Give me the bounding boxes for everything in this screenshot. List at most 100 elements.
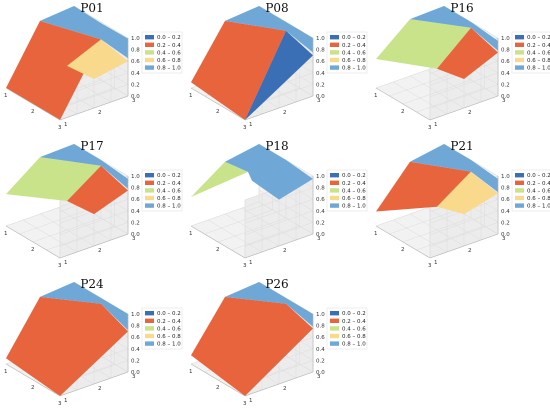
- x-tick-label: 1: [189, 93, 193, 99]
- legend-label: 0.0 – 0.2: [157, 35, 181, 41]
- y-tick-label: 3: [317, 98, 321, 104]
- z-tick-label: 0.0: [501, 94, 510, 100]
- surface-region: [67, 165, 128, 215]
- legend-swatch: [145, 173, 154, 178]
- legend-label: 0.4 – 0.6: [157, 50, 181, 56]
- z-tick-label: 0.4: [131, 71, 140, 77]
- y-tick-label: 1: [434, 122, 438, 128]
- z-tick-label: 0.0: [501, 232, 510, 238]
- z-tick-label: 0.4: [316, 347, 325, 353]
- legend-swatch: [330, 318, 339, 323]
- z-tick-label: 0.4: [316, 209, 325, 215]
- surface-region: [437, 27, 498, 79]
- legend-swatch: [145, 50, 154, 55]
- legend: 0.0 – 0.2 0.2 – 0.40.4 – 0.6 0.6 – 0.8 0.8 …: [326, 31, 368, 74]
- z-tick-label: 0.8: [501, 186, 510, 192]
- x-tick-label: 2: [31, 385, 35, 391]
- x-tick-label: 3: [58, 125, 62, 131]
- z-tick-label: 0.4: [316, 71, 325, 77]
- x-axis-line: [5, 225, 61, 259]
- legend-swatch: [515, 35, 524, 40]
- legend-label: 0.0 – 0.2: [342, 35, 366, 41]
- z-tick-label: 0.2: [316, 82, 325, 88]
- surface-region: [376, 161, 471, 212]
- legend-swatch: [330, 203, 339, 208]
- legend-label: 0.8 – 1.0: [157, 66, 181, 72]
- z-tick-label: 1.0: [501, 36, 510, 42]
- x-tick-label: 1: [374, 231, 378, 237]
- x-tick-label: 2: [401, 109, 405, 115]
- legend-label: 0.2 – 0.4: [157, 319, 181, 325]
- z-tick-label: 0.6: [131, 197, 140, 203]
- x-axis-line: [190, 363, 246, 397]
- x-tick-label: 3: [58, 263, 62, 269]
- legend-label: 0.6 – 0.8: [157, 196, 181, 202]
- legend-label: 0.0 – 0.2: [157, 173, 181, 179]
- z-tick-label: 0.8: [131, 48, 140, 54]
- legend: 0.0 – 0.2 0.2 – 0.40.4 – 0.6 0.6 – 0.8 0.8 …: [141, 31, 183, 74]
- x-tick-label: 3: [428, 125, 432, 131]
- y-tick-label: 2: [98, 386, 102, 392]
- z-tick-label: 0.8: [131, 186, 140, 192]
- legend-label: 0.8 – 1.0: [527, 66, 550, 72]
- y-tick-label: 1: [434, 260, 438, 266]
- z-tick-label: 0.0: [316, 370, 325, 376]
- x-axis-line: [375, 87, 431, 121]
- legend: 0.0 – 0.2 0.2 – 0.40.4 – 0.6 0.6 – 0.8 0.8 …: [511, 169, 550, 212]
- panel-title: P08: [265, 1, 288, 15]
- z-tick-label: 0.0: [316, 232, 325, 238]
- x-axis-line: [190, 87, 246, 121]
- y-tick-label: 2: [468, 110, 472, 116]
- legend-swatch: [330, 57, 339, 63]
- surface-region: [437, 171, 498, 215]
- legend-label: 0.0 – 0.2: [527, 173, 550, 179]
- x-tick-label: 1: [189, 369, 193, 375]
- legend-swatch: [515, 188, 524, 193]
- legend-label: 0.8 – 1.0: [342, 66, 366, 72]
- legend-swatch: [330, 180, 339, 185]
- surface-region: [191, 161, 248, 197]
- x-tick-label: 2: [401, 247, 405, 253]
- x-tick-label: 3: [58, 401, 62, 407]
- x-tick-label: 1: [374, 93, 378, 99]
- surface-region: [6, 20, 101, 120]
- legend: 0.0 – 0.2 0.2 – 0.40.4 – 0.6 0.6 – 0.8 0.8 …: [511, 31, 550, 74]
- y-axis-line: [429, 233, 499, 259]
- y-tick-label: 2: [283, 110, 287, 116]
- z-tick-label: 0.2: [501, 82, 510, 88]
- z-tick-label: 0.2: [501, 220, 510, 226]
- legend-label: 0.8 – 1.0: [342, 204, 366, 210]
- z-tick-label: 1.0: [131, 312, 140, 318]
- surface-region: [40, 144, 128, 189]
- z-tick-label: 0.2: [316, 220, 325, 226]
- legend-swatch: [515, 42, 524, 47]
- x-tick-label: 3: [243, 263, 247, 269]
- surface-region: [376, 19, 471, 69]
- z-tick-label: 0.2: [316, 358, 325, 364]
- z-tick-label: 0.2: [131, 358, 140, 364]
- legend-label: 0.4 – 0.6: [527, 188, 550, 194]
- panel-title: P24: [80, 277, 104, 291]
- z-tick-label: 0.0: [131, 370, 140, 376]
- y-tick-label: 1: [249, 122, 253, 128]
- legend-swatch: [145, 318, 154, 323]
- legend-swatch: [145, 326, 154, 331]
- legend-label: 0.0 – 0.2: [527, 35, 550, 41]
- legend-swatch: [145, 333, 154, 339]
- z-tick-label: 0.6: [131, 59, 140, 65]
- legend-label: 0.8 – 1.0: [157, 204, 181, 210]
- z-tick-label: 0.8: [131, 324, 140, 330]
- x-axis-line: [5, 87, 61, 121]
- panel-title: P21: [450, 139, 473, 153]
- legend-swatch: [145, 203, 154, 208]
- legend-swatch: [515, 50, 524, 55]
- legend-label: 0.6 – 0.8: [527, 58, 550, 64]
- legend-label: 0.6 – 0.8: [342, 58, 366, 64]
- legend-label: 0.4 – 0.6: [342, 50, 366, 56]
- legend-label: 0.2 – 0.4: [342, 319, 366, 325]
- z-tick-label: 0.4: [131, 209, 140, 215]
- surface-region: [245, 30, 313, 121]
- legend-swatch: [145, 57, 154, 63]
